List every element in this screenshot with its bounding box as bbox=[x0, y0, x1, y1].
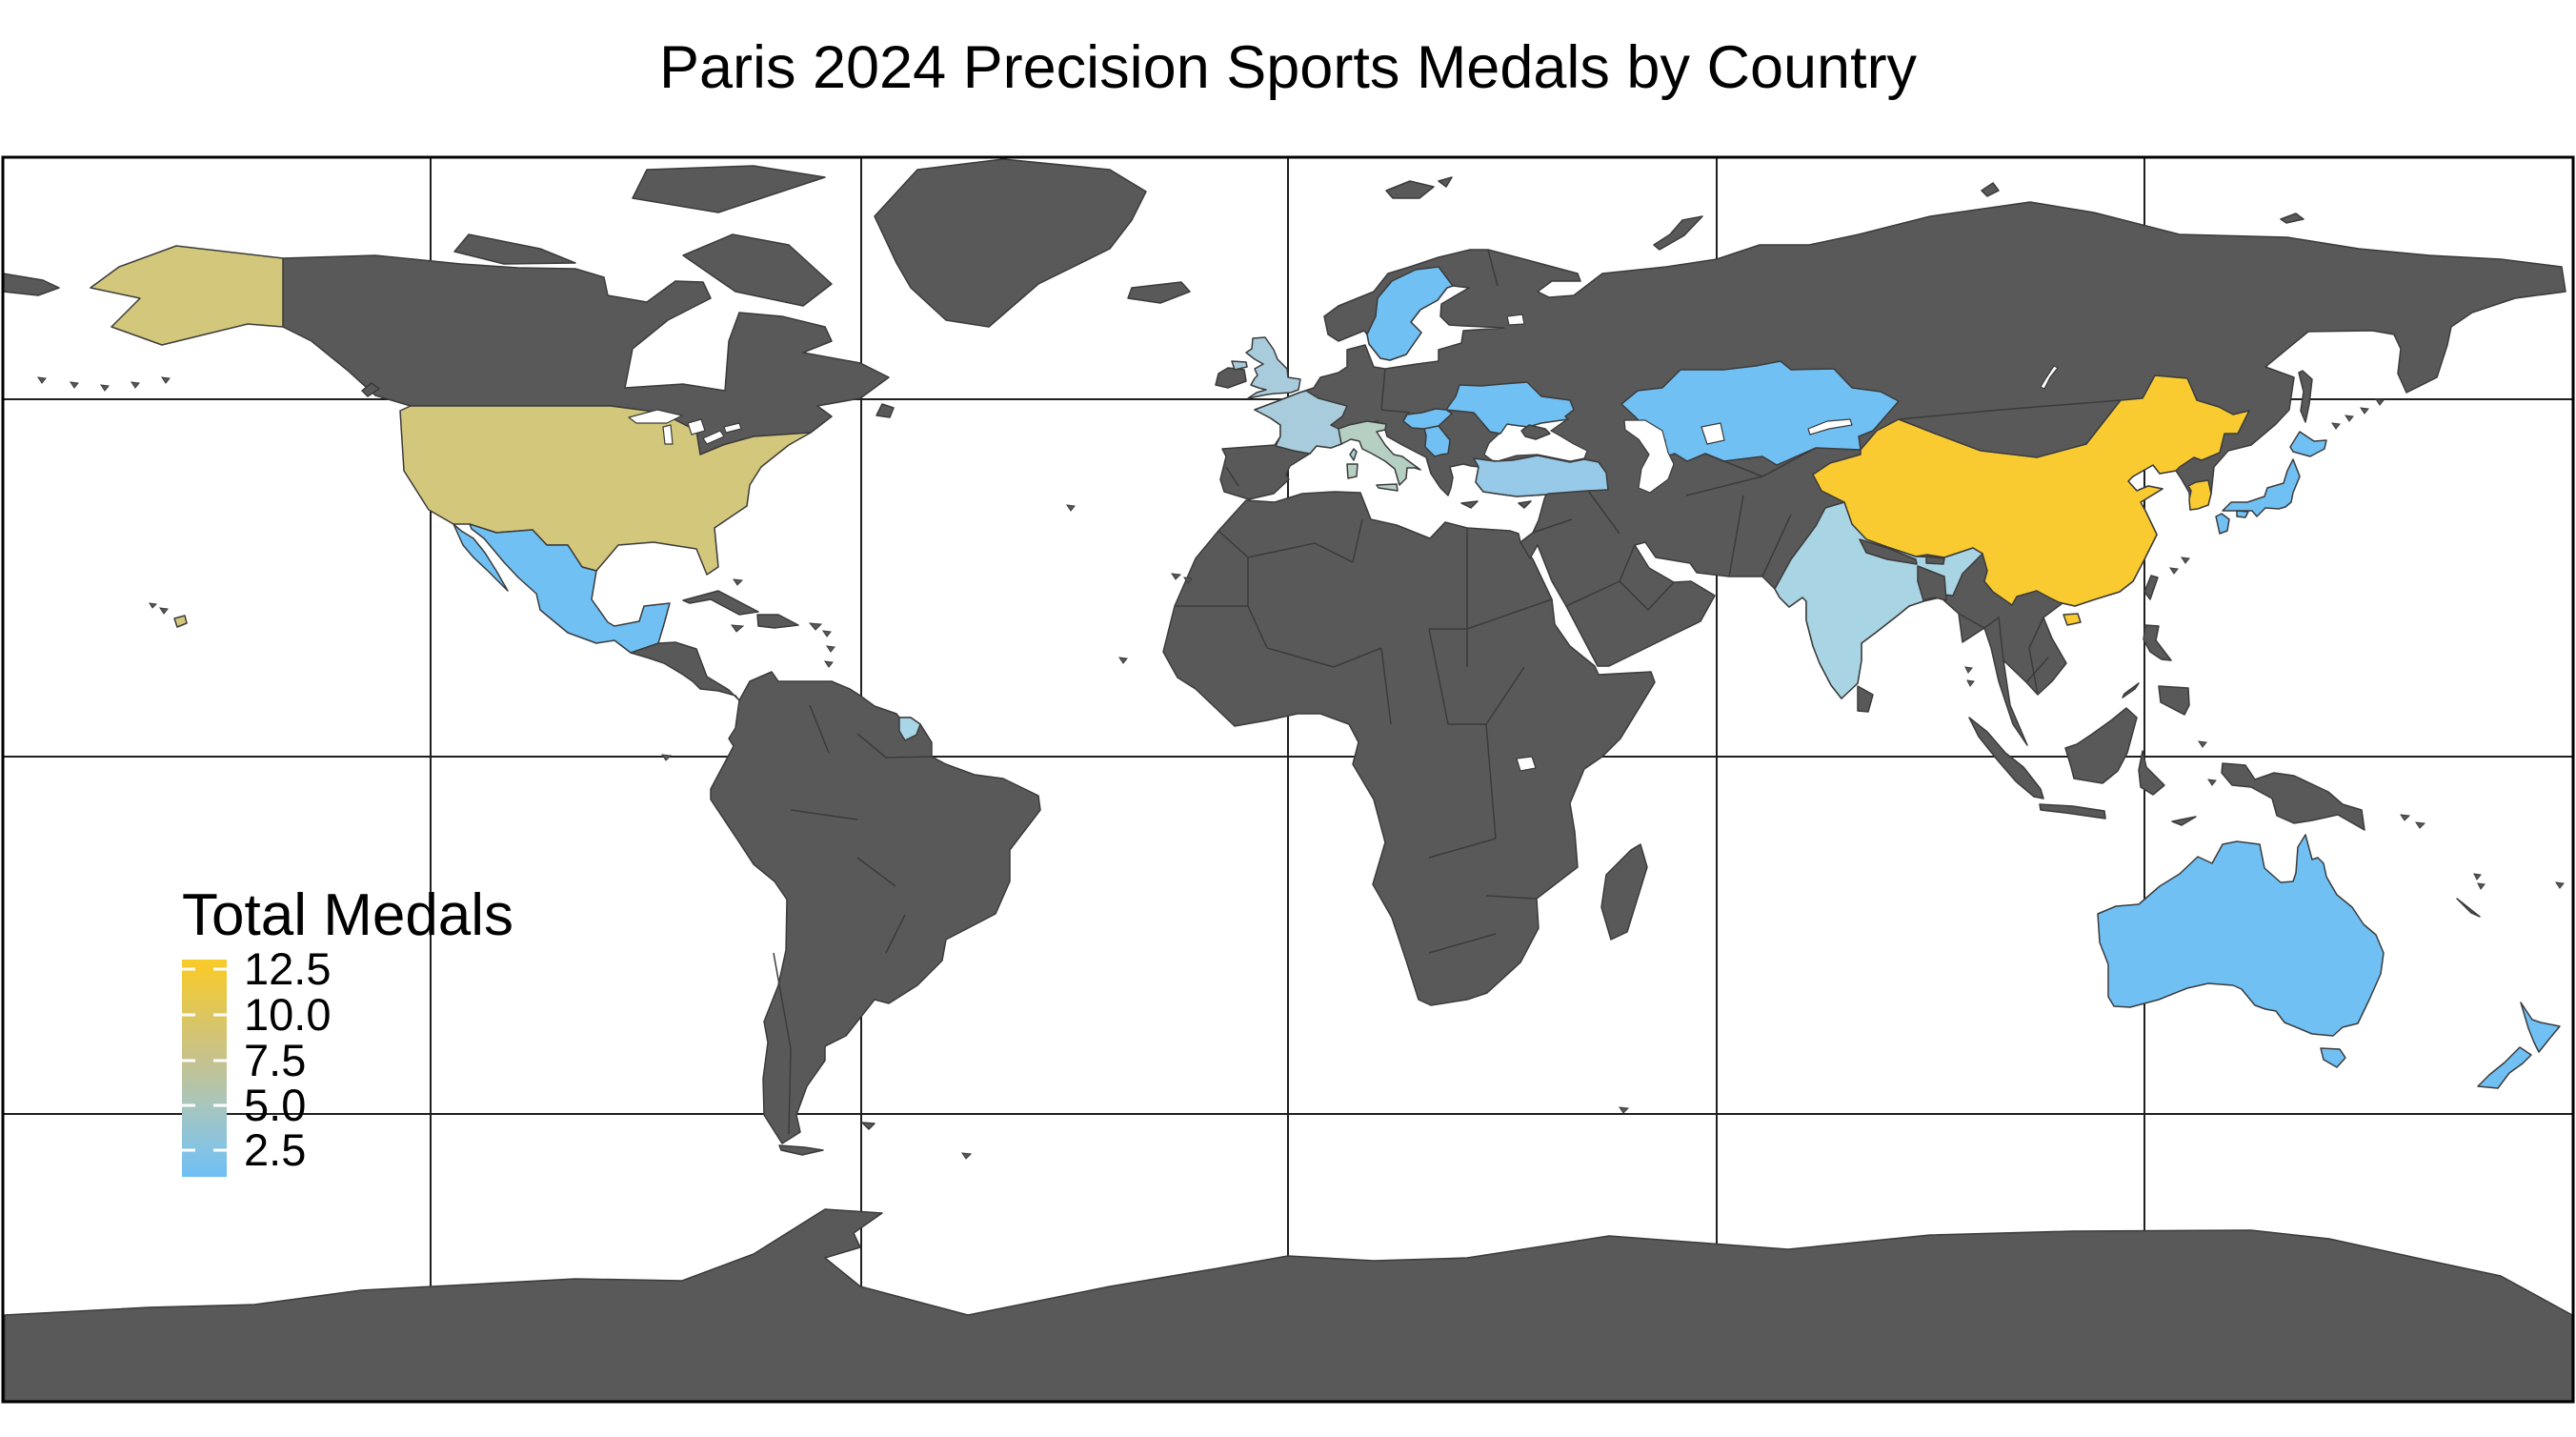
landmass-hispaniola bbox=[756, 614, 799, 629]
water-balkhash bbox=[1807, 418, 1853, 435]
landmass-centralamerica bbox=[630, 641, 740, 701]
country-china bbox=[2063, 613, 2082, 626]
landmass-crimea bbox=[1520, 424, 1551, 440]
landmass-iceland bbox=[1127, 281, 1191, 304]
country-uk bbox=[1245, 336, 1301, 399]
legend-total-medals: Total Medals 12.5 10.0 7.5 5.0 2.5 bbox=[182, 882, 513, 1177]
country-hungary bbox=[1402, 408, 1453, 430]
landmass-africa bbox=[1162, 491, 1656, 1006]
landmass-svalbard bbox=[1385, 176, 1453, 199]
landmass-newguinea bbox=[2221, 762, 2365, 831]
landmass-newfoundland bbox=[875, 403, 895, 418]
legend-tick-marks bbox=[182, 967, 227, 1152]
landmass-borneo bbox=[2064, 707, 2138, 784]
legend-tick-label: 7.5 bbox=[244, 1035, 306, 1085]
country-australia bbox=[2320, 1047, 2346, 1068]
water-baikal bbox=[2040, 365, 2059, 390]
water-huron bbox=[687, 418, 706, 435]
landmass-java bbox=[2039, 803, 2106, 820]
legend-title: Total Medals bbox=[182, 882, 513, 948]
water-erie bbox=[702, 430, 725, 445]
legend-tick-label: 5.0 bbox=[244, 1080, 306, 1130]
landmass-sulawesi bbox=[2138, 750, 2165, 796]
landmass-severnayazemlya bbox=[1981, 182, 2000, 197]
water-michigan bbox=[662, 424, 674, 445]
landmass-tierradelfuego bbox=[778, 1144, 824, 1156]
water-lakevictoria bbox=[1516, 756, 1537, 772]
landmass-southamerica bbox=[710, 671, 1041, 1144]
country-southkorea bbox=[2187, 479, 2212, 511]
landmass-cuba bbox=[682, 590, 759, 616]
country-newzealand bbox=[2477, 1046, 2532, 1089]
no-data-country-borders bbox=[773, 249, 2122, 1135]
country-india bbox=[1774, 501, 1983, 699]
country-serbia bbox=[1423, 425, 1451, 457]
country-newzealand bbox=[2520, 1002, 2561, 1053]
landmass-baffin bbox=[682, 233, 833, 307]
water-ladoga bbox=[1506, 314, 1525, 326]
country-japan bbox=[2236, 510, 2249, 518]
landmass-novayazemlya bbox=[1653, 215, 1703, 251]
landmass-newcaledonia bbox=[2456, 898, 2481, 918]
country-usa bbox=[173, 615, 188, 628]
country-italy bbox=[1346, 463, 1358, 479]
country-uk bbox=[1231, 360, 1248, 371]
legend-tick-label: 10.0 bbox=[244, 989, 331, 1040]
landmass-bhutan bbox=[1925, 556, 1945, 565]
country-italy bbox=[1376, 483, 1399, 492]
legend-colorbar bbox=[182, 960, 227, 1177]
landmass-sakhalin bbox=[2298, 370, 2313, 423]
landmass-taiwan bbox=[2143, 575, 2159, 600]
country-italy bbox=[1338, 420, 1421, 486]
small-islands bbox=[36, 376, 2565, 1160]
landmass-bangladesh bbox=[1917, 565, 1947, 601]
landmass-nepal bbox=[1859, 538, 1918, 565]
landmass-srilanka bbox=[1857, 685, 1874, 713]
landmass-timor bbox=[2171, 816, 2197, 826]
landmass-falklands bbox=[861, 1122, 875, 1130]
country-mexico bbox=[453, 523, 509, 592]
country-australia bbox=[2097, 834, 2385, 1037]
country-turkey bbox=[1473, 455, 1609, 497]
map-layers bbox=[3, 157, 2573, 1402]
landmass-palawan bbox=[2122, 682, 2140, 698]
landmass-vancouverisland bbox=[361, 382, 380, 397]
landmass-victoria bbox=[453, 233, 576, 265]
water-aralsea bbox=[1701, 422, 1725, 445]
landmass-ireland bbox=[1215, 367, 1247, 389]
country-japan bbox=[2289, 431, 2327, 457]
panel-frame bbox=[1, 155, 2575, 1404]
country-mexico bbox=[469, 523, 671, 654]
landmass-cyprus bbox=[1518, 500, 1532, 509]
landmass-antarctica bbox=[4, 1208, 2573, 1402]
landmass-madagascar bbox=[1600, 843, 1648, 941]
water-superior bbox=[628, 409, 683, 424]
landmass-sumatra bbox=[1968, 717, 2044, 799]
country-france bbox=[1349, 448, 1358, 461]
landmass-luzon bbox=[2143, 624, 2172, 661]
landmass-chukotkawrap bbox=[3, 273, 60, 296]
water-caspiansea bbox=[1623, 419, 1675, 494]
country-sweden bbox=[1366, 266, 1454, 361]
landmass-greenland bbox=[874, 158, 1147, 328]
legend-tick-label: 12.5 bbox=[244, 943, 331, 994]
water-ontario bbox=[723, 422, 742, 434]
country-france bbox=[1254, 390, 1348, 455]
landmass-newsiberianislands bbox=[2280, 213, 2304, 224]
landmass-ellesmere bbox=[632, 165, 826, 213]
country-ukraine bbox=[1445, 381, 1575, 435]
country-usa bbox=[90, 245, 284, 346]
country-frenchguiana bbox=[898, 717, 921, 741]
legend-tick-label: 2.5 bbox=[244, 1124, 306, 1175]
chart-title: Paris 2024 Precision Sports Medals by Co… bbox=[659, 34, 1918, 101]
country-japan bbox=[2215, 513, 2230, 535]
landmass-mindanao bbox=[2158, 685, 2190, 716]
landmass-crete bbox=[1460, 500, 1479, 509]
